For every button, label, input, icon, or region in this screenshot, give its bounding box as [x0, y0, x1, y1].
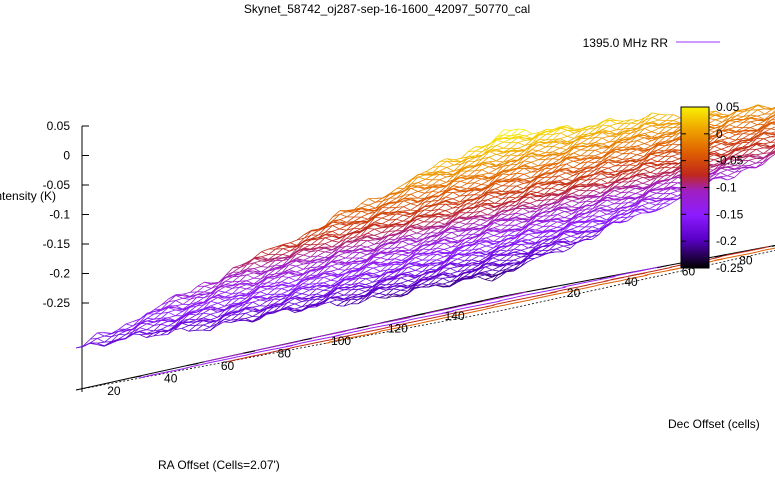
legend-label: 1395.0 MHz RR	[583, 36, 669, 50]
z-tick-label: -0.25	[43, 296, 71, 310]
y-tick-label: 20	[567, 286, 581, 300]
x-tick-label: 80	[278, 347, 292, 361]
colorbar-tick-label: 0	[716, 127, 723, 141]
contour-line-0	[203, 291, 527, 363]
x-tick-label: 60	[221, 359, 235, 373]
colorbar-tick-label: -0.25	[716, 261, 744, 275]
y-axis-label: Dec Offset (cells)	[668, 417, 760, 431]
z-axis: 0.05 0 -0.05 -0.1 -0.15 -0.2 -0.25	[43, 119, 89, 392]
colorbar-tick-label: 0.05	[716, 100, 740, 114]
x-tick-label: 20	[107, 384, 121, 398]
contour-line-2	[226, 246, 770, 363]
chart-title: Skynet_58742_oj287-sep-16-1600_42097_507…	[244, 2, 530, 16]
y-tick-label: 40	[624, 275, 638, 289]
z-tick-label: -0.1	[49, 208, 70, 222]
z-tick-label: 0.05	[47, 119, 71, 133]
x-axis-label: RA Offset (Cells=2.07')	[158, 458, 280, 472]
colorbar-tick-label: -0.1	[716, 181, 737, 195]
contour-line-3	[325, 247, 775, 344]
x-tick-label: 100	[331, 334, 351, 348]
z-tick-label: -0.05	[43, 178, 71, 192]
surface-mesh	[75, 104, 775, 349]
colorbar-tick-label: -0.2	[716, 234, 737, 248]
z-tick-label: -0.2	[49, 267, 70, 281]
z-tick-label: 0	[63, 149, 70, 163]
z-tick-label: -0.15	[43, 237, 71, 251]
z-axis-label: Intensity (K)	[0, 189, 56, 203]
x-axis: 20 40 60 80 100 120 140	[107, 300, 483, 398]
colorbar-tick-label: -0.15	[716, 207, 744, 221]
colorbar-tick-label: -0.05	[716, 154, 744, 168]
x-tick-label: 120	[388, 322, 408, 336]
legend: 1395.0 MHz RR	[583, 36, 720, 50]
y-tick-label: 80	[739, 254, 753, 268]
contour-lines	[138, 246, 775, 379]
x-tick-label: 140	[445, 309, 465, 323]
x-tick-label: 40	[164, 372, 178, 386]
colorbar: 0.05 0 -0.05 -0.1 -0.15 -0.2 -0.25	[680, 100, 744, 275]
contour-line-1	[138, 265, 663, 379]
